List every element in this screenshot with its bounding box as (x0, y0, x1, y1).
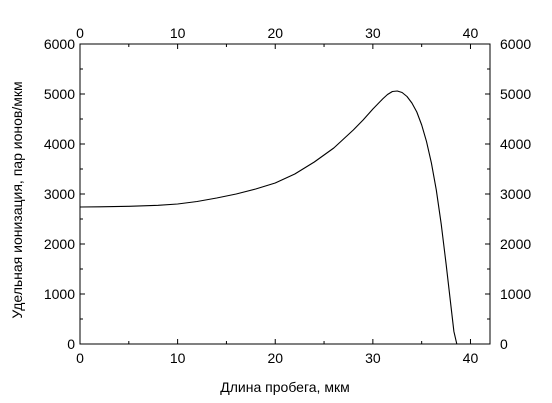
y-tick-label-right: 0 (500, 336, 508, 352)
x-tick-label-bottom: 30 (365, 350, 381, 366)
y-tick-label-right: 2000 (500, 236, 531, 252)
x-tick-label-top: 0 (76, 25, 84, 41)
series-line (79, 90, 458, 345)
y-tick-label-left: 2000 (44, 236, 75, 252)
x-tick-label-top: 40 (463, 25, 479, 41)
series-group (79, 90, 458, 345)
x-tick-label-top: 30 (365, 25, 381, 41)
y-tick-label-left: 1000 (44, 286, 75, 302)
x-tick-label-top: 20 (267, 25, 283, 41)
y-tick-label-left: 5000 (44, 86, 75, 102)
x-tick-label-bottom: 0 (76, 350, 84, 366)
y-tick-label-right: 5000 (500, 86, 531, 102)
y-tick-label-left: 4000 (44, 136, 75, 152)
x-tick-label-bottom: 10 (170, 350, 186, 366)
y-axis-title: Удельная ионизация, пар ионов/мкм (9, 81, 25, 318)
y-tick-label-right: 1000 (500, 286, 531, 302)
y-tick-label-right: 4000 (500, 136, 531, 152)
y-tick-label-left: 0 (67, 336, 75, 352)
y-tick-label-left: 3000 (44, 186, 75, 202)
y-tick-label-right: 3000 (500, 186, 531, 202)
x-axis-title: Длина пробега, мкм (220, 379, 349, 395)
plot-area (79, 43, 491, 345)
y-tick-label-left: 6000 (44, 36, 75, 52)
axis-ticks (79, 43, 490, 345)
x-tick-label-top: 10 (170, 25, 186, 41)
y-tick-label-right: 6000 (500, 36, 531, 52)
plot-frame (79, 43, 491, 345)
x-tick-label-bottom: 20 (267, 350, 283, 366)
x-tick-label-bottom: 40 (463, 350, 479, 366)
